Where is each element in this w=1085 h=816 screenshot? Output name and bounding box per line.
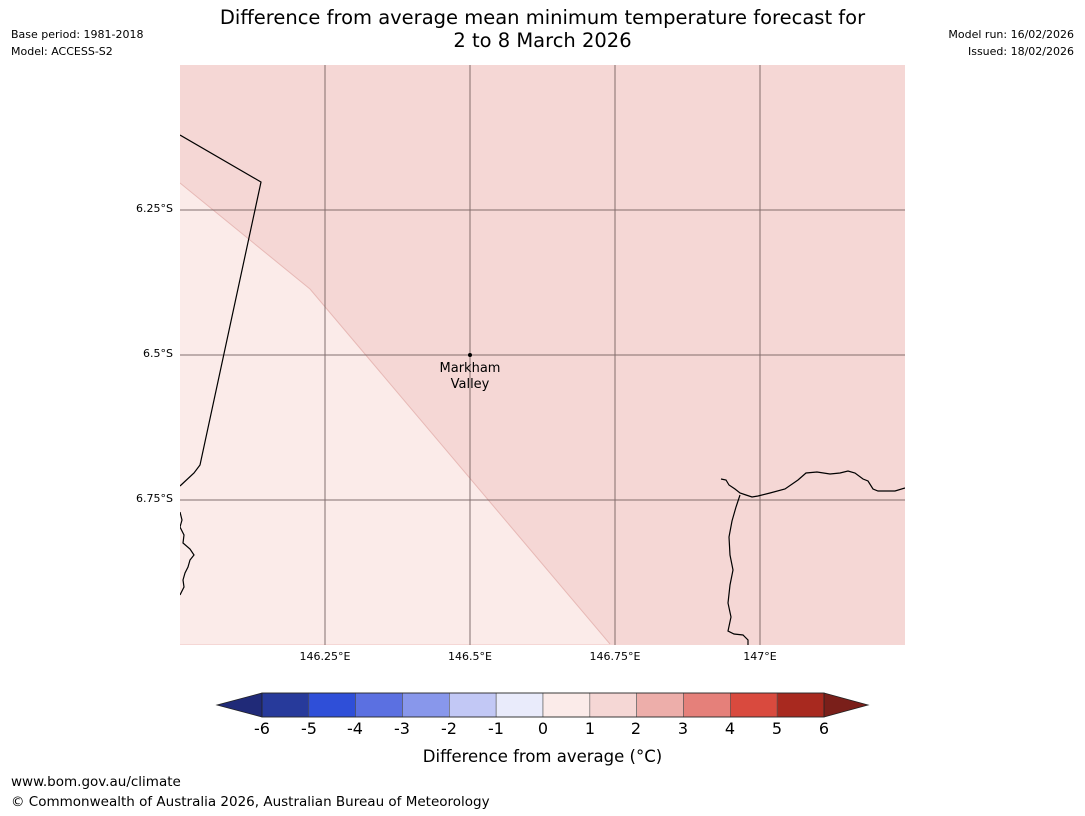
- colorbar-cell: [261, 692, 310, 718]
- lat-tick-6-25: 6.25°S: [136, 202, 173, 215]
- place-label-line-2: Valley: [451, 377, 490, 392]
- colorbar-cell: [308, 692, 356, 718]
- lon-tick-146-25: 146.25°E: [299, 650, 351, 663]
- cb-tick-neg6: -6: [254, 719, 270, 738]
- cb-tick-6: 6: [818, 719, 830, 738]
- colorbar-cell: [636, 692, 684, 718]
- colorbar-cells: [261, 692, 825, 718]
- model-name: Model: ACCESS-S2: [11, 45, 113, 58]
- issued-date: Issued: 18/02/2026: [967, 45, 1074, 58]
- title-line-1: Difference from average mean minimum tem…: [219, 6, 866, 29]
- coastlines: [180, 134, 905, 645]
- lon-tick-146-75: 146.75°E: [589, 650, 641, 663]
- lon-tick-146-5: 146.5°E: [448, 650, 492, 663]
- colorbar-cell: [730, 692, 778, 718]
- footer-url[interactable]: www.bom.gov.au/climate: [11, 774, 181, 790]
- footer-copyright: © Commonwealth of Australia 2026, Austra…: [11, 794, 490, 810]
- colorbar-cell: [355, 692, 403, 718]
- colorbar-cell: [683, 692, 731, 718]
- cb-tick-neg3: -3: [394, 719, 410, 738]
- colorbar-cell: [402, 692, 450, 718]
- colorbar-title: Difference from average (°C): [422, 747, 663, 766]
- meta-right: Model run: 16/02/2026 Issued: 18/02/2026: [948, 26, 1074, 60]
- cb-tick-2: 2: [630, 719, 642, 738]
- contour-line: [180, 182, 611, 645]
- base-period: Base period: 1981-2018: [11, 28, 144, 41]
- place-marker[interactable]: [468, 353, 472, 357]
- colorbar-cell: [542, 692, 591, 718]
- cb-tick-4: 4: [724, 719, 736, 738]
- region-0-to-1: [180, 183, 610, 644]
- colorbar-under-outline: [215, 692, 263, 718]
- title-line-2: 2 to 8 March 2026: [453, 29, 632, 52]
- cb-tick-neg2: -2: [441, 719, 457, 738]
- colorbar-frame: [261, 692, 825, 718]
- cb-tick-neg4: -4: [347, 719, 363, 738]
- lon-tick-147: 147°E: [743, 650, 777, 663]
- colorbar-over-outline: [823, 692, 870, 718]
- colorbar: [215, 692, 870, 718]
- colorbar-cell: [776, 692, 825, 718]
- coastline-east: [720, 470, 905, 498]
- map-title: Difference from average mean minimum tem…: [0, 6, 1085, 52]
- province-boundary: [180, 134, 262, 487]
- colorbar-cell: [449, 692, 497, 718]
- lat-tick-6-5: 6.5°S: [143, 347, 173, 360]
- model-run: Model run: 16/02/2026: [948, 28, 1074, 41]
- colorbar-over-arrow: [824, 693, 868, 717]
- river-coast: [727, 494, 749, 645]
- cb-tick-neg5: -5: [301, 719, 317, 738]
- cb-tick-1: 1: [584, 719, 596, 738]
- cb-tick-5: 5: [771, 719, 783, 738]
- cb-tick-3: 3: [677, 719, 689, 738]
- meta-left: Base period: 1981-2018 Model: ACCESS-S2: [11, 26, 143, 60]
- place-label-line-1: Markham: [440, 361, 501, 376]
- coastline-west: [180, 511, 195, 596]
- colorbar-cell: [589, 692, 637, 718]
- cb-tick-0: 0: [537, 719, 549, 738]
- colorbar-cell: [495, 692, 544, 718]
- lat-tick-6-75: 6.75°S: [136, 492, 173, 505]
- cb-tick-neg1: -1: [488, 719, 504, 738]
- forecast-map: Markham Valley: [180, 65, 905, 645]
- colorbar-under-arrow: [217, 693, 262, 717]
